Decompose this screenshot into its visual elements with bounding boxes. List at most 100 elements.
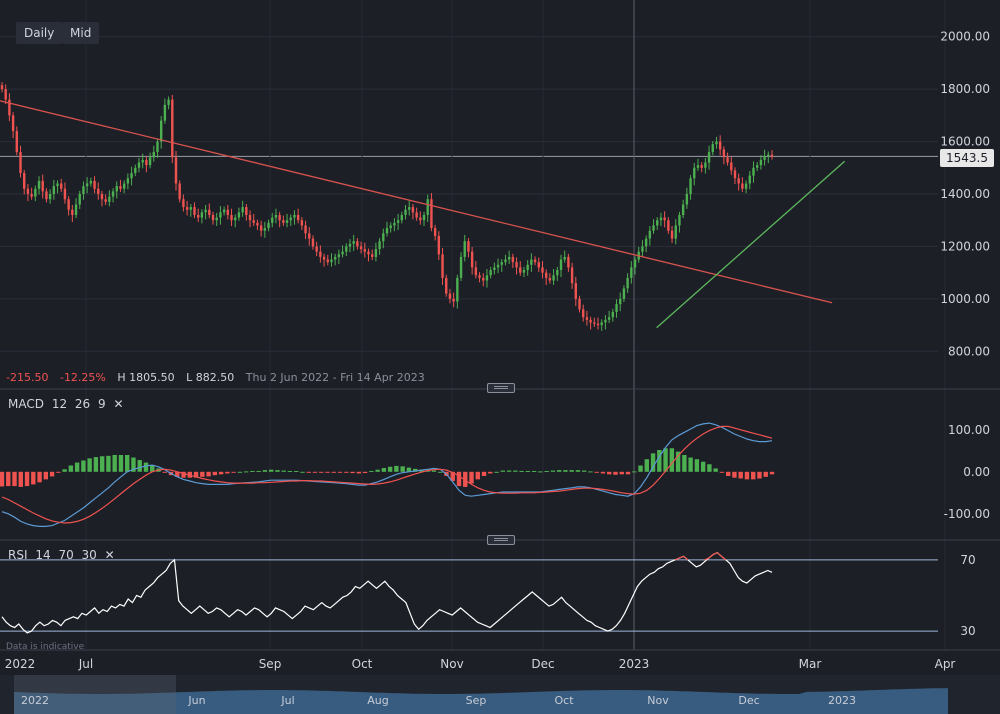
price-candles	[0, 82, 774, 331]
candle-body	[74, 204, 78, 215]
candle-body	[437, 235, 441, 255]
candle-body	[641, 246, 644, 252]
panel-resize-handle[interactable]	[487, 535, 515, 545]
macd-histogram-bar	[700, 461, 706, 472]
time-tick-label: Dec	[531, 657, 554, 671]
candle-body	[759, 159, 763, 166]
macd-histogram-bar	[56, 471, 61, 473]
candle-body	[204, 209, 207, 213]
vertical-grid	[85, 0, 946, 650]
candle-body	[544, 272, 548, 278]
navigator-label: Jun	[187, 694, 205, 707]
macd-histogram-bar	[281, 470, 286, 472]
candle-body	[315, 246, 318, 252]
candle-body	[533, 259, 537, 263]
candle-body	[167, 99, 170, 105]
candle-body	[100, 194, 104, 200]
rsi-overbought-segment	[679, 555, 684, 559]
candle-body	[400, 214, 404, 221]
candle-body	[696, 165, 700, 168]
candle-body	[556, 270, 559, 276]
macd-histogram-bar	[456, 471, 462, 487]
disclaimer: Data is indicative	[6, 642, 85, 652]
macd-histogram-bar	[218, 471, 224, 475]
candle-body	[574, 283, 578, 299]
candle-body	[37, 180, 41, 189]
candle-body	[41, 180, 44, 192]
macd-histogram-bar	[200, 471, 205, 477]
candle-body	[452, 298, 455, 302]
close-icon[interactable]: ✕	[104, 548, 115, 562]
rsi-tick-label: 70	[960, 553, 975, 567]
macd-histogram-bar	[575, 470, 581, 472]
macd-histogram-bar	[106, 455, 111, 472]
candle-body	[644, 238, 648, 247]
macd-histogram-bar	[306, 471, 311, 473]
candle-body	[578, 298, 581, 310]
uptrend-line	[656, 160, 846, 329]
candle-body	[145, 159, 148, 166]
macd-histogram-bar	[350, 471, 355, 474]
candle-body	[674, 225, 677, 239]
macd-histogram-bar	[275, 470, 280, 472]
candle-body	[711, 144, 714, 153]
macd-histogram-bar	[625, 471, 631, 475]
macd-histogram-bar	[675, 451, 681, 472]
candle-body	[530, 259, 533, 265]
candle-body	[230, 214, 233, 221]
candle-body	[500, 262, 503, 265]
macd-histogram-bar	[513, 470, 518, 472]
macd-histogram-bar	[87, 458, 92, 472]
rsi-legend: RSI 14 70 30 ✕	[8, 548, 119, 562]
candle-body	[726, 157, 729, 163]
rsi-overbought-segment	[708, 553, 714, 559]
navigator[interactable]: 2022 Jun Jul Aug Sep Oct Nov Dec 2023	[0, 675, 1000, 714]
macd-histogram-bar	[613, 471, 618, 475]
macd-histogram-bar	[463, 471, 468, 487]
candle-body	[248, 214, 252, 221]
close-icon[interactable]: ✕	[113, 397, 124, 411]
time-axis: 2022 Jul Sep Oct Nov Dec 2023 Mar Apr	[5, 657, 956, 671]
candle-body	[45, 191, 48, 200]
candle-body	[426, 199, 429, 215]
macd-histogram-bar	[531, 470, 537, 472]
price-high: H 1805.50	[117, 371, 175, 384]
candle-body	[26, 188, 30, 194]
candle-body	[319, 251, 322, 257]
macd-histogram-bar	[600, 471, 606, 474]
candle-body	[733, 170, 737, 179]
candle-body	[478, 275, 481, 278]
candle-body	[593, 322, 596, 324]
macd-histogram-bar	[419, 469, 424, 472]
macd-signal: 9	[98, 397, 106, 411]
candle-body	[763, 155, 766, 160]
macd-histogram-bar	[594, 471, 599, 473]
price-type-button[interactable]: Mid	[62, 22, 100, 44]
panel-resize-handle[interactable]	[487, 383, 515, 393]
macd-histogram-bar	[387, 466, 393, 472]
macd-histogram-bar	[24, 471, 30, 487]
candle-body	[581, 309, 585, 318]
candle-body	[396, 220, 400, 223]
candle-body	[211, 214, 215, 221]
candle-body	[148, 157, 152, 166]
rsi-name: RSI	[8, 548, 28, 562]
macd-histogram-bar	[763, 471, 768, 477]
macd-histogram-bar	[381, 468, 387, 472]
price-stats: -215.50 -12.25% H 1805.50 L 882.50 Thu 2…	[6, 371, 425, 384]
rsi-overbought-segment	[704, 557, 710, 561]
price-low: L 882.50	[186, 371, 235, 384]
candle-body	[596, 323, 600, 326]
candle-body	[441, 254, 444, 278]
candle-body	[256, 222, 259, 226]
candle-body	[289, 217, 292, 221]
candle-body	[189, 207, 193, 210]
trendlines[interactable]	[0, 100, 846, 329]
price-change-pct: -12.25%	[59, 371, 106, 384]
candle-body	[463, 241, 466, 257]
interval-button[interactable]: Daily	[16, 22, 63, 44]
candle-body	[459, 256, 463, 278]
macd-histogram-bar	[406, 467, 412, 472]
candle-body	[537, 262, 540, 268]
